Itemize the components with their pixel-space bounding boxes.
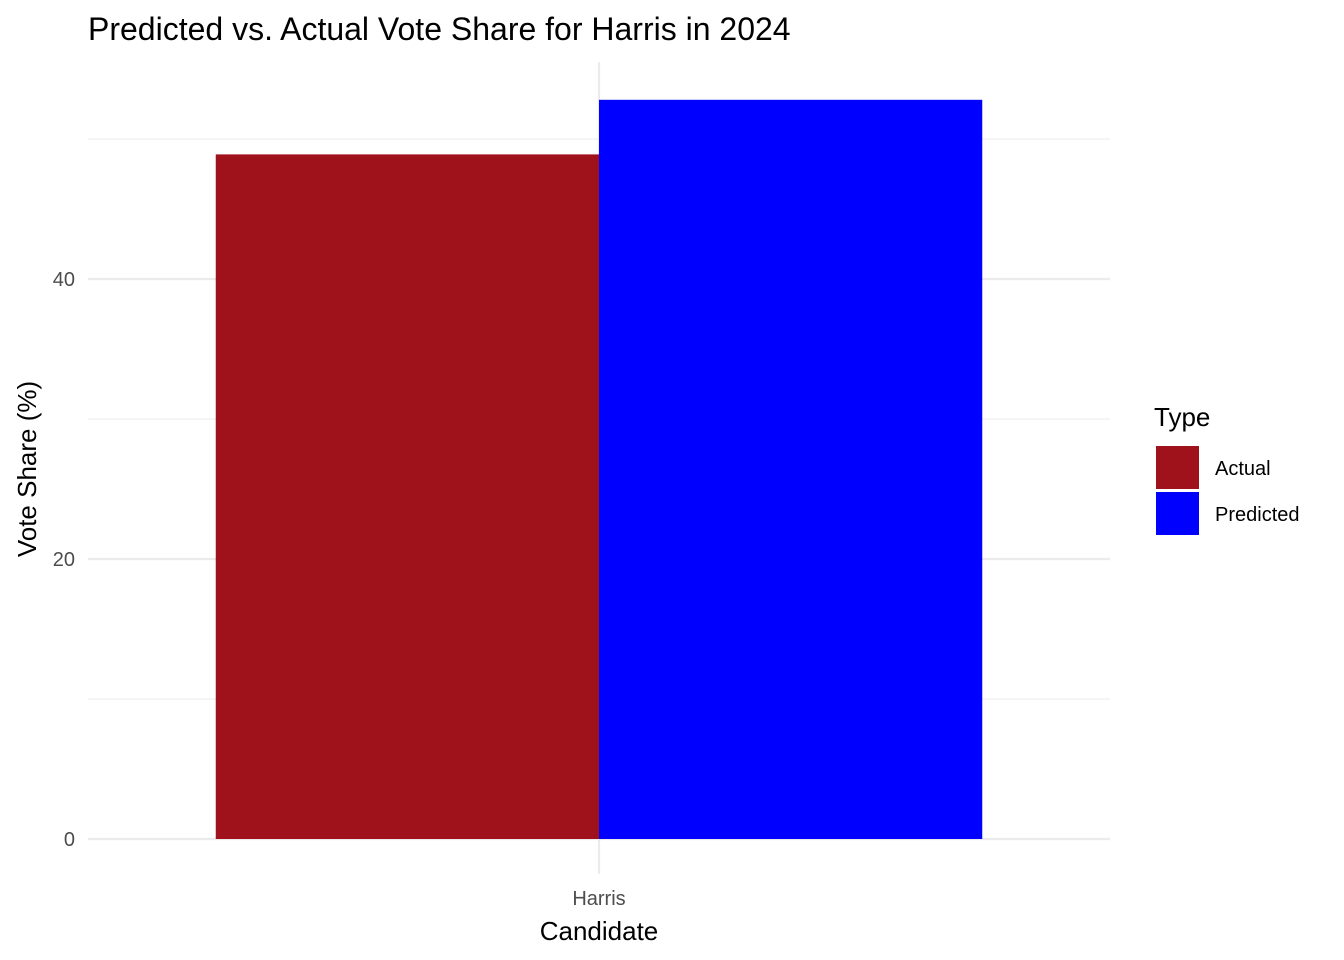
legend-label-predicted: Predicted <box>1215 504 1300 526</box>
legend-swatch-predicted <box>1156 492 1199 535</box>
x-axis-ticks: Harris <box>572 888 625 910</box>
y-tick-label: 40 <box>53 269 75 291</box>
x-axis-title: Candidate <box>540 916 659 946</box>
legend-label-actual: Actual <box>1215 458 1271 480</box>
y-tick-label: 20 <box>53 549 75 571</box>
chart-title: Predicted vs. Actual Vote Share for Harr… <box>88 11 791 47</box>
y-tick-label: 0 <box>64 829 75 851</box>
y-axis-title: Vote Share (%) <box>12 381 42 557</box>
x-tick-label: Harris <box>572 888 625 910</box>
legend: Type Actual Predicted <box>1154 402 1300 535</box>
bar-actual <box>215 154 599 839</box>
legend-title: Type <box>1154 402 1210 432</box>
bars <box>215 99 983 840</box>
y-axis-ticks: 0 20 40 <box>53 269 75 851</box>
legend-swatch-actual <box>1156 446 1199 489</box>
bar-predicted <box>599 99 983 840</box>
